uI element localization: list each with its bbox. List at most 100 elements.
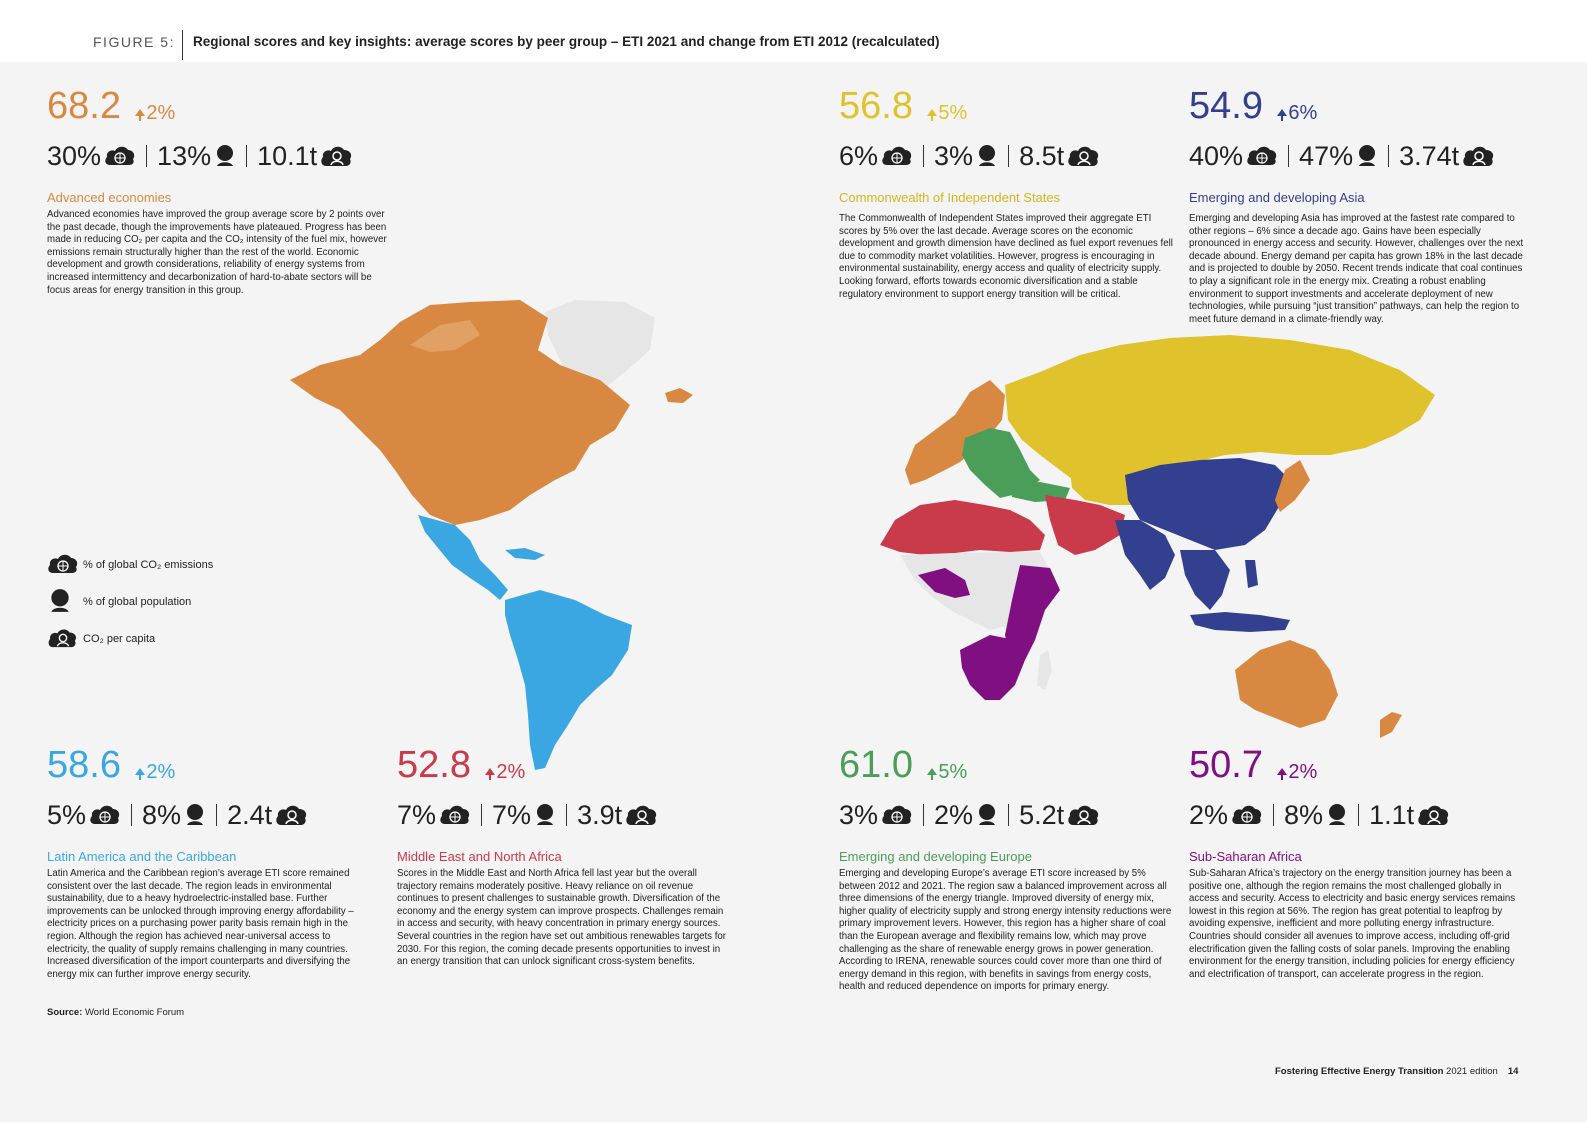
legend-emissions: % of global CO₂ emissions	[47, 552, 213, 578]
score-line: 58.6 2%	[47, 743, 367, 787]
divider	[923, 804, 925, 826]
region-emerging-europe: 61.0 5% 3% 2% 5.2t Emerging and developi…	[839, 743, 1174, 994]
person-icon	[979, 804, 996, 825]
region-description: Emerging and developing Europe’s average…	[839, 868, 1172, 993]
eti-score: 52.8	[397, 744, 471, 786]
emissions-stat: 3%	[839, 800, 913, 831]
score-change: 5%	[927, 761, 967, 784]
score-line: 56.8 5%	[839, 84, 1174, 128]
figure-divider	[182, 30, 183, 60]
region-description: Advanced economies have improved the gro…	[47, 209, 387, 296]
person-icon	[537, 804, 554, 825]
map-caribbean	[505, 548, 545, 560]
person-icon	[1329, 804, 1346, 825]
region-name: Commonwealth of Independent States	[839, 190, 1061, 205]
arrow-up-icon	[927, 768, 938, 780]
stats-row: 6% 3% 8.5t	[839, 140, 1174, 172]
stats-row: 40% 47% 3.74t	[1189, 140, 1529, 172]
region-advanced-economies: 68.2 2% 30% 13% 10.1t Advanced economies…	[47, 84, 387, 297]
emissions-stat: 40%	[1189, 141, 1278, 172]
map-greenland	[545, 300, 655, 392]
map-madagascar	[1037, 650, 1052, 690]
divider	[481, 804, 483, 826]
cloud-person-icon	[1068, 146, 1099, 166]
person-icon	[979, 145, 996, 166]
divider	[216, 804, 218, 826]
legend-population: % of global population	[47, 588, 213, 615]
population-stat: 3%	[934, 141, 998, 172]
per-capita-stat: 1.1t	[1369, 800, 1451, 831]
score-line: 61.0 5%	[839, 743, 1174, 787]
region-mena: 52.8 2% 7% 7% 3.9t Middle East and North…	[397, 743, 732, 969]
cloud-globe-icon	[105, 146, 135, 165]
arrow-up-icon	[1277, 109, 1288, 121]
map-southern-africa	[960, 635, 1025, 700]
emissions-stat: 7%	[397, 800, 471, 831]
eti-score: 61.0	[839, 744, 913, 786]
cloud-globe-icon	[440, 805, 470, 824]
map-west-africa	[918, 568, 970, 598]
region-name: Emerging and developing Asia	[1189, 190, 1365, 205]
cloud-person-icon	[321, 146, 352, 166]
figure-label: FIGURE 5:	[93, 34, 175, 50]
divider	[1273, 804, 1275, 826]
per-capita-stat: 5.2t	[1019, 800, 1101, 831]
region-name: Middle East and North Africa	[397, 849, 562, 864]
map-south-america	[505, 590, 632, 770]
arrow-up-icon	[135, 109, 146, 121]
emissions-stat: 5%	[47, 800, 121, 831]
map-russia	[1005, 335, 1435, 488]
eti-score: 50.7	[1189, 744, 1263, 786]
score-line: 52.8 2%	[397, 743, 732, 787]
region-sub-saharan-africa: 50.7 2% 2% 8% 1.1t Sub-Saharan Africa Su…	[1189, 743, 1524, 981]
header-bar	[0, 0, 1587, 62]
emissions-stat: 2%	[1189, 800, 1263, 831]
region-description: The Commonwealth of Independent States i…	[839, 213, 1173, 300]
region-description: Emerging and developing Asia has improve…	[1189, 213, 1524, 325]
region-description: Latin America and the Caribbean region’s…	[47, 868, 354, 980]
per-capita-stat: 10.1t	[257, 141, 354, 172]
map-north-america	[290, 300, 630, 525]
population-stat: 8%	[1284, 800, 1348, 831]
person-icon	[187, 804, 204, 825]
legend: % of global CO₂ emissions % of global po…	[47, 552, 213, 663]
page-footer: Fostering Effective Energy Transition 20…	[1275, 1066, 1519, 1077]
cloud-globe-icon	[48, 554, 78, 573]
map-arctic-islands	[410, 320, 480, 352]
figure-title: Regional scores and key insights: averag…	[193, 34, 940, 49]
region-cis: 56.8 5% 6% 3% 8.5t Commonwealth of Indep…	[839, 84, 1174, 301]
eti-score: 58.6	[47, 744, 121, 786]
region-name: Sub-Saharan Africa	[1189, 849, 1302, 864]
map-japan	[1275, 460, 1310, 512]
score-change: 2%	[1277, 761, 1317, 784]
map-australia	[1235, 640, 1338, 728]
cloud-person-icon	[48, 628, 76, 647]
map-new-zealand	[1380, 712, 1402, 738]
map-south-asia	[1115, 520, 1175, 590]
person-icon	[51, 588, 69, 612]
cloud-person-icon	[1418, 805, 1449, 825]
eti-score: 68.2	[47, 85, 121, 127]
stats-row: 5% 8% 2.4t	[47, 799, 367, 831]
map-north-africa	[880, 500, 1045, 555]
map-iceland	[665, 388, 693, 403]
region-name: Latin America and the Caribbean	[47, 849, 237, 864]
legend-per-capita: CO₂ per capita	[47, 626, 213, 652]
score-change: 2%	[485, 761, 525, 784]
score-line: 68.2 2%	[47, 84, 387, 128]
cloud-globe-icon	[882, 146, 912, 165]
per-capita-stat: 2.4t	[227, 800, 309, 831]
eti-score: 54.9	[1189, 85, 1263, 127]
region-description: Scores in the Middle East and North Afri…	[397, 868, 727, 968]
cloud-person-icon	[626, 805, 657, 825]
divider	[923, 145, 925, 167]
divider	[246, 145, 248, 167]
cloud-globe-icon	[1232, 805, 1262, 824]
arrow-up-icon	[927, 109, 938, 121]
region-name: Emerging and developing Europe	[839, 849, 1032, 864]
region-name: Advanced economies	[47, 190, 172, 205]
stats-row: 2% 8% 1.1t	[1189, 799, 1524, 831]
cloud-globe-icon	[1247, 146, 1277, 165]
divider	[1288, 145, 1290, 167]
region-description: Sub-Saharan Africa’s trajectory on the e…	[1189, 868, 1516, 980]
